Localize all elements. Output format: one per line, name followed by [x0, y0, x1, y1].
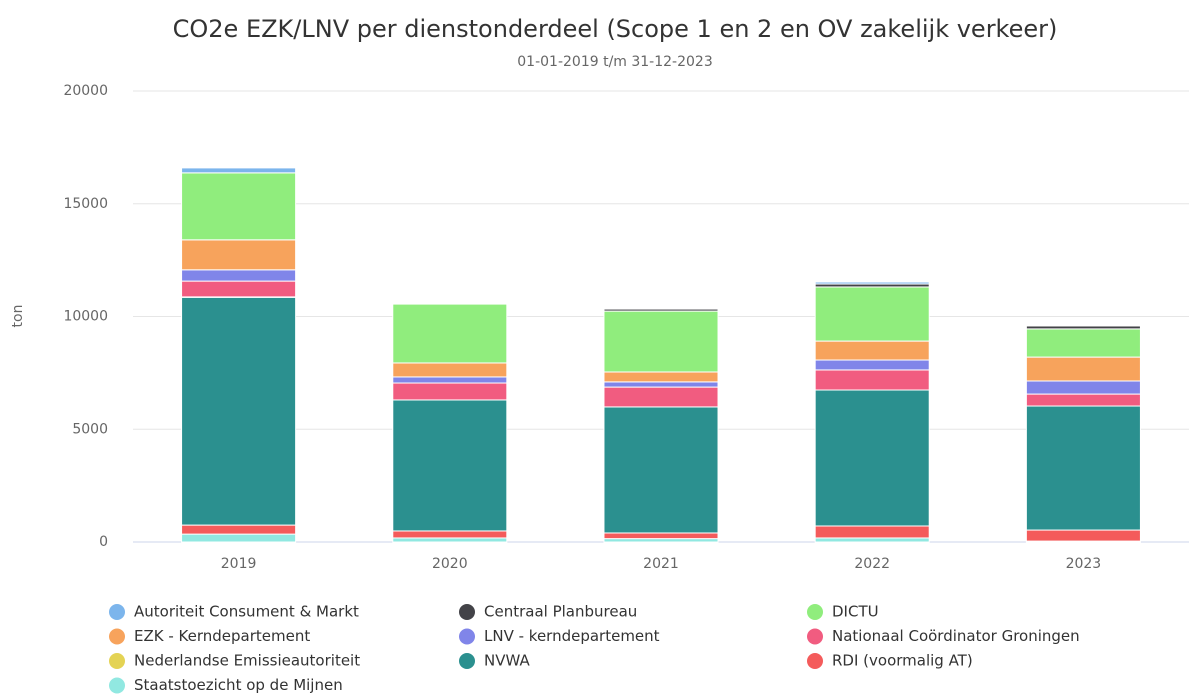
bar-segment: [182, 297, 296, 525]
bar-segment: [182, 168, 296, 173]
bar-segment: [182, 270, 296, 281]
bar-segment: [604, 387, 718, 407]
bar-segment: [393, 383, 507, 400]
bar-segment: [815, 370, 929, 390]
x-tick-label: 2022: [854, 556, 890, 572]
y-tick-label: 0: [99, 534, 108, 550]
bar-segment: [604, 382, 718, 387]
legend-symbol: [109, 629, 125, 645]
bar-segment: [1026, 406, 1140, 530]
legend-symbol: [807, 629, 823, 645]
bar-segment: [1026, 329, 1140, 357]
bar-segment: [815, 538, 929, 542]
x-tick-label: 2019: [221, 556, 257, 572]
bar-segment: [1026, 381, 1140, 394]
bar-segment: [1026, 326, 1140, 329]
bar-segment: [604, 539, 718, 542]
bar-segment: [393, 400, 507, 531]
legend-label: DICTU: [832, 603, 879, 621]
legend-symbol: [109, 604, 125, 620]
legend-label: RDI (voormalig AT): [832, 652, 973, 670]
bar-segment: [604, 309, 718, 311]
legend-symbol: [807, 604, 823, 620]
bar-segment: [604, 311, 718, 372]
bar-segment: [604, 372, 718, 382]
bar-segment: [182, 173, 296, 240]
legend-symbol: [459, 604, 475, 620]
bar-segment: [815, 360, 929, 370]
bar-segment: [393, 363, 507, 377]
x-tick-label: 2020: [432, 556, 468, 572]
bar-segment: [815, 287, 929, 341]
legend-symbol: [459, 629, 475, 645]
bar-segment: [1026, 357, 1140, 381]
bar-segment: [1026, 394, 1140, 406]
bar-segment: [393, 304, 507, 363]
chart-title: CO2e EZK/LNV per dienstonderdeel (Scope …: [173, 15, 1058, 43]
bar-segment: [815, 526, 929, 538]
legend-symbol: [109, 653, 125, 669]
bar-segment: [182, 525, 296, 534]
legend-label: EZK - Kerndepartement: [134, 627, 310, 645]
bar-segment: [815, 282, 929, 284]
bar-segment: [182, 534, 296, 542]
legend-symbol: [459, 653, 475, 669]
legend-label: Nationaal Coördinator Groningen: [832, 627, 1080, 645]
bar-segment: [815, 341, 929, 360]
bar-segment: [182, 281, 296, 297]
legend-label: Autoriteit Consument & Markt: [134, 603, 359, 621]
y-tick-label: 20000: [63, 83, 108, 99]
y-tick-label: 10000: [63, 309, 108, 325]
legend-label: Nederlandse Emissieautoriteit: [134, 652, 360, 670]
y-tick-label: 15000: [63, 196, 108, 212]
x-tick-label: 2023: [1066, 556, 1102, 572]
bar-segment: [815, 390, 929, 526]
legend-label: LNV - kerndepartement: [484, 627, 660, 645]
bar-segment: [604, 533, 718, 539]
bar-segment: [604, 407, 718, 533]
bar-segment: [1026, 530, 1140, 541]
legend-label: Staatstoezicht op de Mijnen: [134, 676, 343, 694]
bar-segment: [393, 377, 507, 383]
legend-label: NVWA: [484, 652, 530, 670]
chart-subtitle: 01-01-2019 t/m 31-12-2023: [517, 54, 712, 70]
legend-label: Centraal Planbureau: [484, 603, 637, 621]
bar-segment: [393, 531, 507, 538]
y-axis-label: ton: [10, 305, 26, 328]
x-tick-label: 2021: [643, 556, 679, 572]
legend-symbol: [109, 678, 125, 694]
bar-segment: [182, 240, 296, 270]
y-tick-label: 5000: [72, 421, 108, 437]
bar-segment: [393, 538, 507, 542]
legend-symbol: [807, 653, 823, 669]
